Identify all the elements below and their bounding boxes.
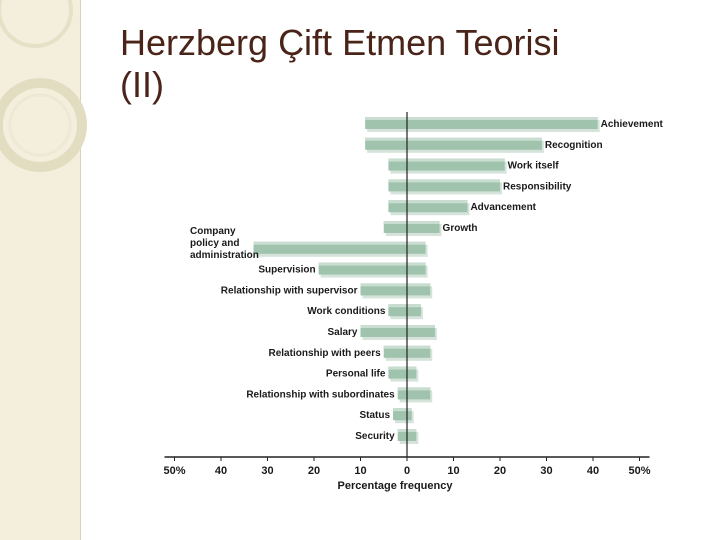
x-tick-label: 50%: [628, 465, 650, 477]
category-label: Achievement: [601, 119, 664, 130]
category-label: Recognition: [545, 140, 603, 151]
x-tick-label: 10: [354, 465, 366, 477]
category-label: Relationship with peers: [269, 348, 382, 359]
decorative-circles: [0, 0, 87, 172]
x-tick-label: 20: [494, 465, 506, 477]
category-label: Advancement: [470, 202, 536, 213]
category-label: Relationship with subordinates: [246, 389, 395, 400]
bar-highlight-achievement: [365, 117, 598, 120]
x-tick-label: 10: [447, 465, 459, 477]
x-tick-label: 40: [215, 465, 227, 477]
category-label-line: policy and: [190, 238, 239, 249]
category-label: Work itself: [508, 161, 560, 172]
category-label: Responsibility: [503, 181, 572, 192]
x-axis-label: Percentage frequency: [338, 480, 454, 492]
bar-highlight-work-itself: [388, 158, 505, 162]
bar-highlight-recognition: [365, 137, 542, 141]
slide-title: Herzberg Çift Etmen Teorisi (II): [120, 22, 680, 106]
bar-highlight-salary: [360, 325, 435, 328]
slide-title-line-2: (II): [120, 64, 164, 105]
category-label: Work conditions: [307, 306, 386, 317]
category-label: Personal life: [326, 369, 386, 380]
category-label: Company policy and administration: [190, 226, 259, 261]
bar-highlight-work-conditions: [388, 304, 421, 308]
category-label-line: Company: [190, 226, 236, 237]
category-label: Status: [359, 410, 390, 421]
slide-title-line-1: Herzberg Çift Etmen Teorisi: [120, 22, 560, 63]
bar-highlight-supervision: [318, 262, 426, 266]
x-tick-label: 50%: [163, 465, 185, 477]
herzberg-factor-chart: Achievement Recognition Work itself Respons…: [163, 112, 664, 492]
category-label: Growth: [443, 223, 478, 234]
bar-highlight-company-policy-and-administration: [253, 241, 426, 245]
x-tick-label: 0: [404, 465, 410, 477]
bar-recognition: [365, 137, 542, 150]
category-label: Supervision: [258, 265, 315, 276]
x-tick-label: 30: [261, 465, 273, 477]
bar-work-conditions: [388, 304, 421, 317]
bar-highlight-advancement: [388, 200, 468, 204]
bar-highlight-relationship-with-subordinates: [397, 387, 431, 391]
bar-highlight-responsibility: [388, 179, 500, 183]
category-label: Salary: [327, 327, 357, 338]
x-tick-label: 40: [587, 465, 599, 477]
bar-highlight-relationship-with-supervisor: [360, 283, 431, 287]
category-label-line: administration: [190, 250, 259, 261]
sidebar-divider: [80, 0, 81, 540]
bar-highlight-status: [393, 408, 412, 412]
x-tick-label: 30: [540, 465, 552, 477]
category-label: Relationship with supervisor: [221, 285, 358, 296]
bar-highlight-growth: [383, 221, 440, 224]
bar-work-itself: [388, 158, 505, 171]
x-tick-label: 20: [308, 465, 320, 477]
bar-highlight-personal-life: [388, 366, 417, 370]
category-label: Security: [355, 431, 395, 442]
